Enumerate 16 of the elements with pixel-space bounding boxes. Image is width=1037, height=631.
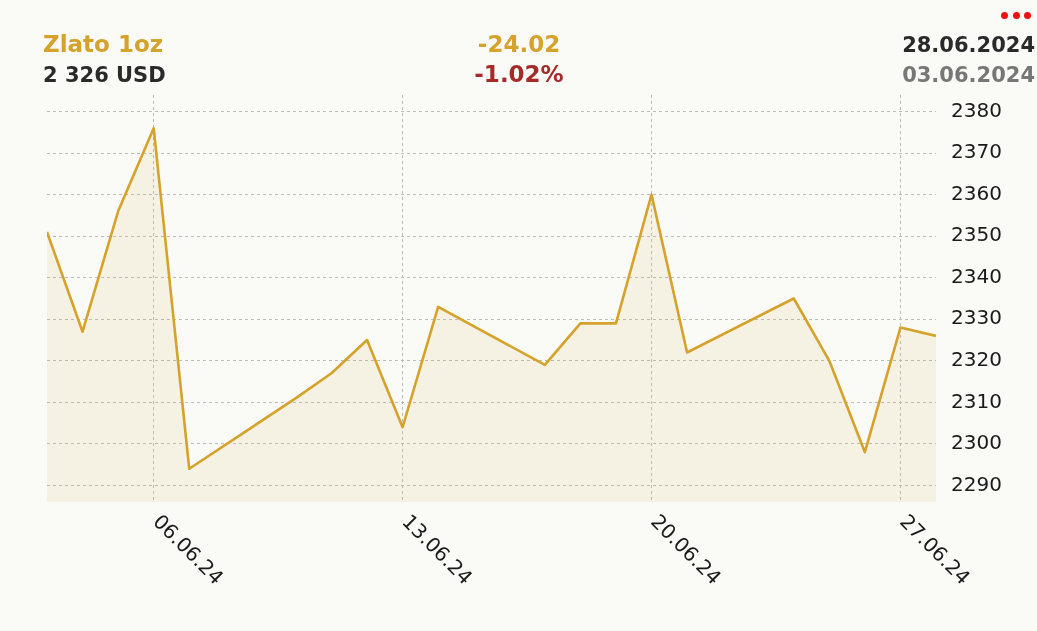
y-tick-label: 2360 [951,180,1002,205]
text: -24.02 [477,31,561,57]
text: 03.06.2024 [902,63,1035,87]
y-tick-label: 2350 [951,222,1002,247]
y-tick-label: 2370 [951,139,1002,164]
y-tick-label: 2330 [951,305,1002,330]
y-tick-label: 2310 [951,388,1002,413]
y-tick-label: 2380 [951,97,1002,122]
y-tick-label: 2300 [951,430,1002,455]
y-tick-label: 2290 [951,471,1002,496]
text: 28.06.2024 [902,33,1035,57]
text: -1.02% [474,61,564,87]
y-tick-label: 2340 [951,263,1002,288]
chart-title: Zlato 1oz [43,31,164,57]
chart-subtitle: 2 326 USD [43,63,166,87]
y-tick-label: 2320 [951,347,1002,371]
